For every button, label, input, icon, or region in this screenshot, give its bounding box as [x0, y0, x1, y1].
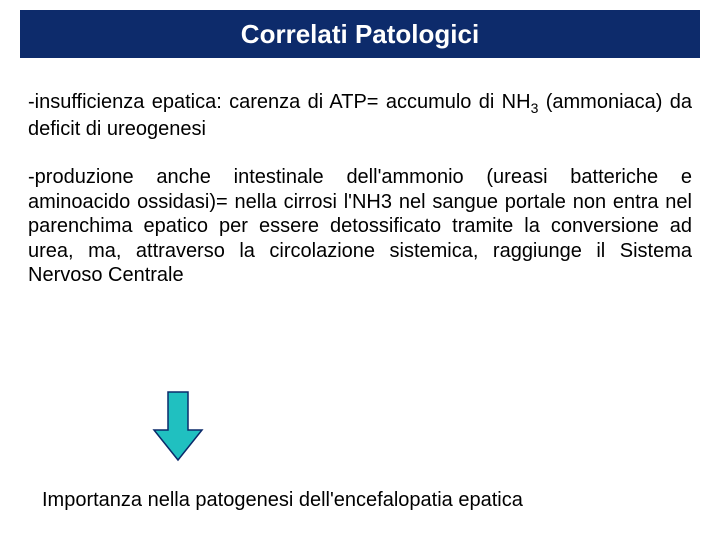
down-arrow — [150, 390, 206, 462]
body-area: -insufficienza epatica: carenza di ATP= … — [28, 90, 692, 311]
slide: Correlati Patologici -insufficienza epat… — [0, 0, 720, 540]
arrow-shape — [154, 392, 202, 460]
para1-pre: -insufficienza epatica: carenza di ATP= … — [28, 91, 531, 113]
title-bar: Correlati Patologici — [20, 10, 700, 58]
down-arrow-icon — [150, 390, 206, 462]
paragraph-1: -insufficienza epatica: carenza di ATP= … — [28, 90, 692, 141]
paragraph-2: -produzione anche intestinale dell'ammon… — [28, 165, 692, 287]
conclusion-text: Importanza nella patogenesi dell'encefal… — [42, 488, 692, 512]
slide-title: Correlati Patologici — [241, 19, 479, 50]
